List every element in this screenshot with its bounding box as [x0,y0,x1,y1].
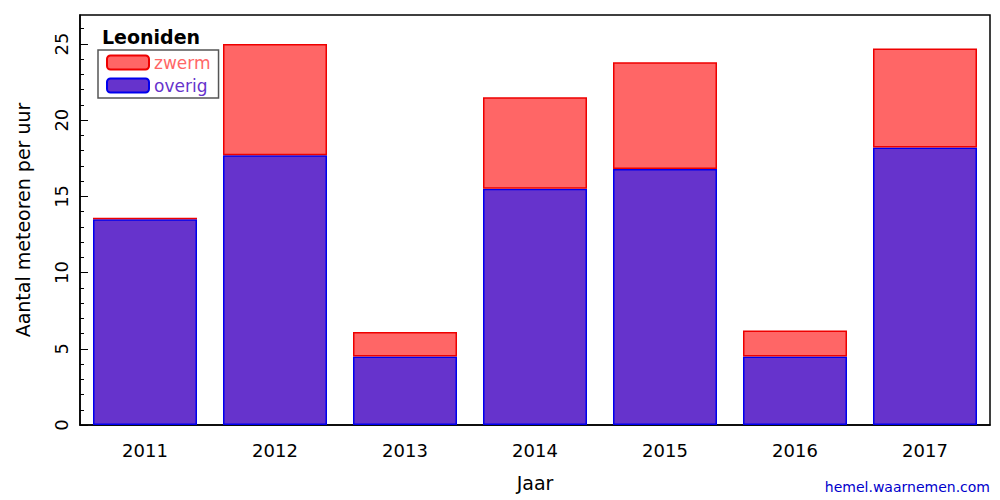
svg-text:15: 15 [51,185,72,208]
svg-text:10: 10 [51,261,72,284]
svg-text:5: 5 [51,343,72,354]
svg-text:2017: 2017 [902,440,948,461]
svg-text:zwerm: zwerm [154,53,211,73]
svg-text:Jaar: Jaar [516,472,554,494]
svg-text:2016: 2016 [772,440,818,461]
svg-text:0: 0 [51,419,72,430]
svg-text:2015: 2015 [642,440,688,461]
svg-text:Aantal meteoren per uur: Aantal meteoren per uur [12,102,34,337]
svg-text:2014: 2014 [512,440,558,461]
svg-text:2011: 2011 [122,440,168,461]
svg-text:2012: 2012 [252,440,298,461]
svg-text:hemel.waarnemen.com: hemel.waarnemen.com [825,479,990,495]
svg-text:Leoniden: Leoniden [102,26,200,48]
svg-text:2013: 2013 [382,440,428,461]
svg-text:20: 20 [51,109,72,132]
svg-text:overig: overig [154,76,207,96]
svg-text:25: 25 [51,33,72,56]
